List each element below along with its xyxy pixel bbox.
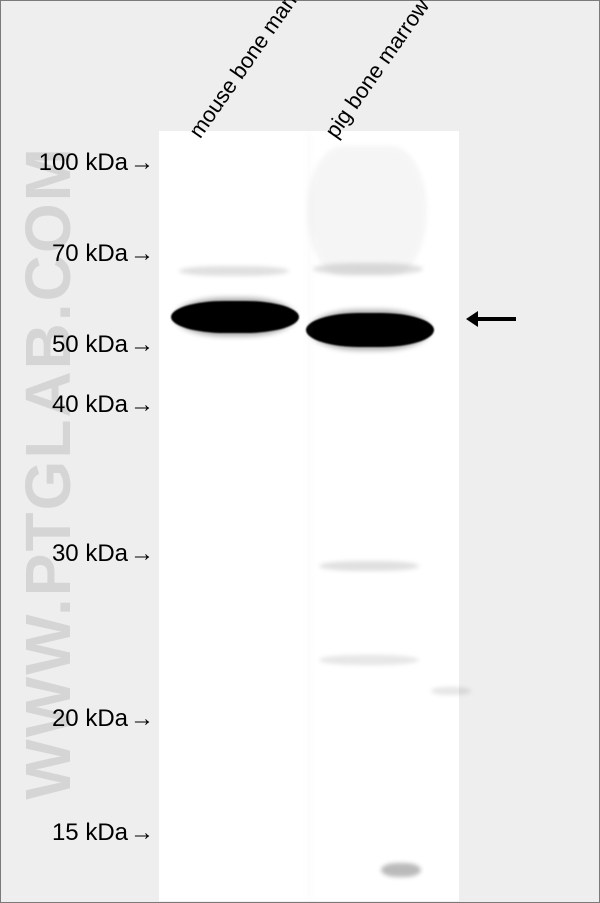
faint-band — [319, 561, 419, 571]
mw-label: 15 kDa→ — [52, 819, 154, 847]
smear — [307, 146, 427, 276]
mw-label: 70 kDa→ — [52, 240, 154, 268]
faint-band — [431, 687, 471, 695]
right-arrow-icon: → — [130, 331, 154, 359]
lane-label: mouse bone marrow — [184, 0, 320, 143]
mw-label: 40 kDa→ — [52, 391, 154, 419]
mw-label: 100 kDa→ — [39, 149, 154, 177]
arrow-shaft — [474, 317, 516, 321]
right-arrow-icon: → — [130, 540, 154, 568]
faint-band — [381, 863, 421, 877]
mw-label: 20 kDa→ — [52, 705, 154, 733]
mw-label: 30 kDa→ — [52, 540, 154, 568]
image-frame: WWW.PTGLAB.COM 100 kDa→70 kDa→50 kDa→40 … — [0, 0, 600, 903]
right-arrow-icon: → — [130, 819, 154, 847]
right-arrow-icon: → — [130, 705, 154, 733]
lane-label: pig bone marrow — [320, 0, 435, 143]
right-arrow-icon: → — [130, 149, 154, 177]
right-arrow-icon: → — [130, 240, 154, 268]
mw-label: 50 kDa→ — [52, 331, 154, 359]
faint-band — [179, 266, 289, 276]
arrow-head — [466, 311, 478, 327]
faint-band — [319, 655, 419, 665]
right-arrow-icon: → — [130, 391, 154, 419]
